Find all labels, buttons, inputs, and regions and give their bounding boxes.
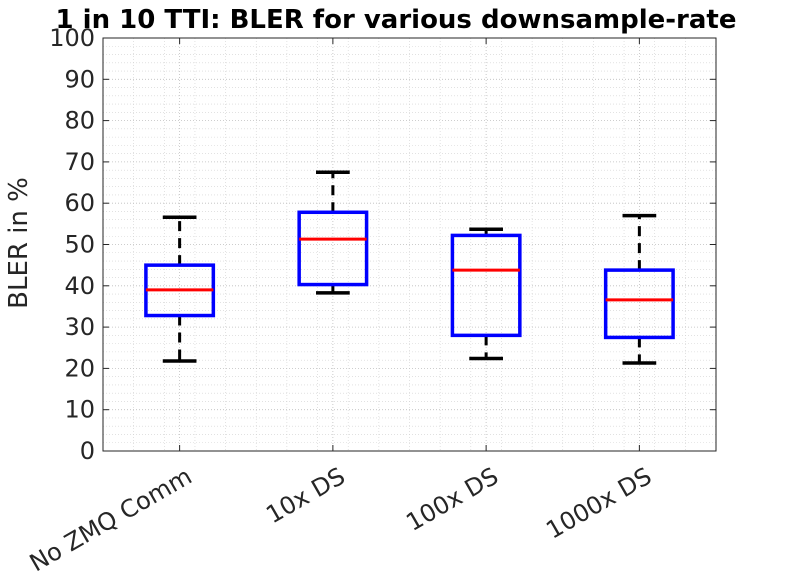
box-1 [297, 170, 369, 295]
y-axis-ticks: 0 10 20 30 40 50 60 70 80 90 100 [49, 24, 716, 465]
y-tick-label: 40 [64, 272, 95, 300]
box-0 [144, 215, 216, 363]
y-tick-label: 80 [64, 107, 95, 135]
y-tick-label: 100 [49, 24, 95, 52]
y-tick-label: 60 [64, 189, 95, 217]
y-tick-label: 0 [80, 437, 95, 465]
iqr-box [450, 233, 522, 338]
iqr-box [603, 268, 675, 340]
x-axis-ticks: No ZMQ Comm 10x DS 100x DS 1000x DS [25, 38, 656, 577]
box-3 [603, 213, 675, 365]
y-tick-label: 20 [64, 354, 95, 382]
y-tick-label: 50 [64, 231, 95, 259]
x-tick-label: 10x DS [261, 462, 350, 529]
minor-grid [102, 38, 717, 451]
iqr-box [297, 210, 369, 287]
box-2 [450, 227, 522, 361]
x-tick-label: 1000x DS [541, 462, 656, 545]
y-tick-label: 70 [64, 148, 95, 176]
x-tick-label: 100x DS [401, 462, 503, 537]
y-tick-label: 10 [64, 396, 95, 424]
y-tick-label: 30 [64, 313, 95, 341]
chart-title: 1 in 10 TTI: BLER for various downsample… [56, 5, 737, 35]
y-tick-label: 90 [64, 65, 95, 93]
boxes-group [144, 170, 675, 365]
y-axis-label: BLER in % [4, 177, 34, 309]
x-tick-label: No ZMQ Comm [25, 462, 197, 577]
